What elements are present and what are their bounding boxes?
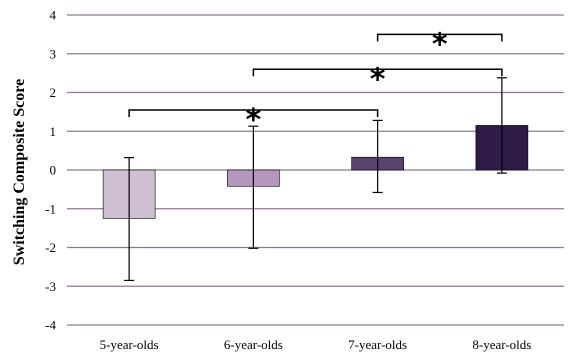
x-tick-label: 8-year-olds <box>472 337 531 352</box>
y-tick-label: 3 <box>50 46 57 61</box>
significance-bracket <box>252 68 503 77</box>
significance-star: * <box>246 103 262 138</box>
bars <box>102 125 529 219</box>
y-tick-label: -1 <box>45 201 56 216</box>
y-tick-label: 0 <box>50 163 57 178</box>
error-bars <box>124 77 507 282</box>
x-tick-label: 6-year-olds <box>224 337 283 352</box>
significance-bracket <box>128 109 379 117</box>
y-tick-label: -2 <box>45 240 56 255</box>
x-tick-label: 7-year-olds <box>348 337 407 352</box>
y-tick-label: -3 <box>45 279 56 294</box>
y-tick-label: 2 <box>50 85 57 100</box>
y-tick-label: -4 <box>45 318 56 333</box>
y-axis-title: Switching Composite Score <box>11 79 28 265</box>
significance-bracket <box>376 33 503 42</box>
significance-brackets: * * * <box>128 27 503 138</box>
significance-star: * <box>370 62 386 97</box>
y-tick-labels: -4 -3 -2 -1 0 1 2 3 4 <box>45 8 56 333</box>
x-tick-labels: 5-year-olds 6-year-olds 7-year-olds 8-year-… <box>100 337 532 352</box>
y-tick-label: 1 <box>50 124 57 139</box>
y-tick-label: 4 <box>50 8 57 23</box>
x-tick-label: 5-year-olds <box>100 337 159 352</box>
significance-star: * <box>432 27 448 62</box>
